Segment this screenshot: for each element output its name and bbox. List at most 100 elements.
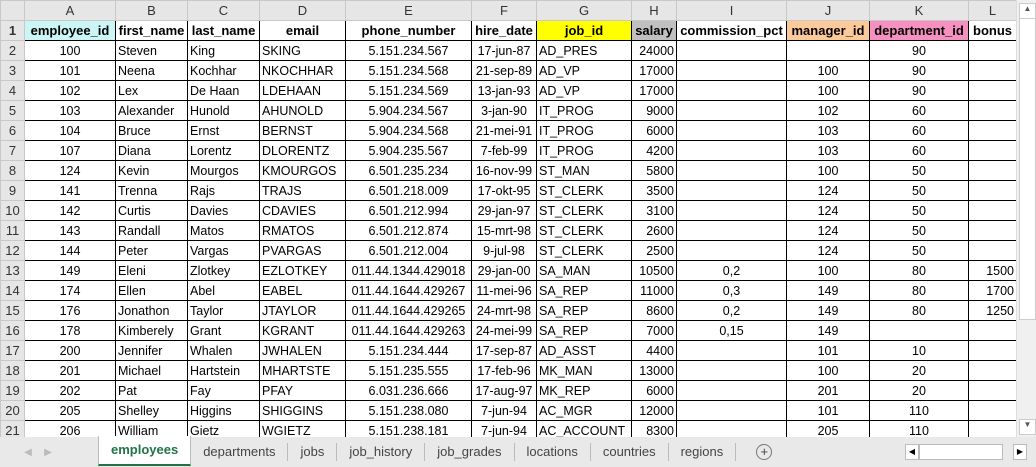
sheet-tab-countries[interactable]: countries: [591, 443, 669, 461]
cell-salary[interactable]: 13000: [631, 360, 677, 381]
cell-job-id[interactable]: AD_VP: [536, 80, 632, 101]
cell-hire-date[interactable]: 17-feb-96: [471, 360, 537, 381]
cell-salary[interactable]: 12000: [631, 400, 677, 421]
cell-bonus[interactable]: [968, 200, 1017, 221]
row-header[interactable]: 16: [0, 320, 25, 341]
cell-employee-id[interactable]: 201: [24, 360, 116, 381]
cell-first-name[interactable]: Peter: [115, 240, 188, 261]
cell-manager-id[interactable]: 102: [786, 100, 870, 121]
cell-employee-id[interactable]: 124: [24, 160, 116, 181]
cell-last-name[interactable]: Higgins: [187, 400, 260, 421]
cell-job-id[interactable]: ST_MAN: [536, 160, 632, 181]
cell-employee-id[interactable]: 107: [24, 140, 116, 161]
cell-bonus[interactable]: [968, 120, 1017, 141]
cell-phone-number[interactable]: 6.031.236.666: [345, 380, 472, 401]
cell-employee-id[interactable]: 202: [24, 380, 116, 401]
cell-hire-date[interactable]: 24-mei-99: [471, 320, 537, 341]
cell-job-id[interactable]: MK_MAN: [536, 360, 632, 381]
cell-job-id[interactable]: IT_PROG: [536, 100, 632, 121]
cell-job-id[interactable]: MK_REP: [536, 380, 632, 401]
cell-manager-id[interactable]: 201: [786, 380, 870, 401]
cell-phone-number[interactable]: 6.501.212.004: [345, 240, 472, 261]
cell-email[interactable]: SHIGGINS: [259, 400, 346, 421]
cell-hire-date[interactable]: 9-jul-98: [471, 240, 537, 261]
cell-last-name[interactable]: Zlotkey: [187, 260, 260, 281]
cell-last-name[interactable]: Abel: [187, 280, 260, 301]
cell-phone-number[interactable]: 5.151.234.444: [345, 340, 472, 361]
cell-hire-date[interactable]: 11-mei-96: [471, 280, 537, 301]
cell-department-id[interactable]: 80: [869, 300, 969, 321]
cell-last-name[interactable]: Matos: [187, 220, 260, 241]
cell-salary[interactable]: 2600: [631, 220, 677, 241]
cell-first-name[interactable]: Trenna: [115, 180, 188, 201]
cell-hire-date[interactable]: 17-aug-97: [471, 380, 537, 401]
cell-bonus[interactable]: [968, 340, 1017, 361]
cell-manager-id[interactable]: 149: [786, 280, 870, 301]
cell-commission-pct[interactable]: [676, 120, 787, 141]
sheet-tab-job-grades[interactable]: job_grades: [425, 443, 515, 461]
cell-email[interactable]: KMOURGOS: [259, 160, 346, 181]
cell-email[interactable]: EABEL: [259, 280, 346, 301]
cell-salary[interactable]: 24000: [631, 40, 677, 61]
cell-commission-pct[interactable]: [676, 340, 787, 361]
column-header-J[interactable]: J: [786, 0, 870, 21]
cell-phone-number[interactable]: 5.904.235.567: [345, 140, 472, 161]
cell-job-id[interactable]: AC_MGR: [536, 400, 632, 421]
header-cell-commission-pct[interactable]: commission_pct: [676, 20, 787, 41]
cell-email[interactable]: BERNST: [259, 120, 346, 141]
cell-phone-number[interactable]: 5.151.234.569: [345, 80, 472, 101]
cell-salary[interactable]: 8300: [631, 420, 677, 441]
cell-hire-date[interactable]: 21-mei-91: [471, 120, 537, 141]
cell-department-id[interactable]: 90: [869, 60, 969, 81]
cell-job-id[interactable]: SA_REP: [536, 300, 632, 321]
cell-hire-date[interactable]: 3-jan-90: [471, 100, 537, 121]
cell-bonus[interactable]: [968, 240, 1017, 261]
sheet-tab-regions[interactable]: regions: [669, 443, 737, 461]
cell-salary[interactable]: 4200: [631, 140, 677, 161]
column-header-F[interactable]: F: [471, 0, 537, 21]
cell-email[interactable]: EZLOTKEY: [259, 260, 346, 281]
cell-employee-id[interactable]: 200: [24, 340, 116, 361]
cell-salary[interactable]: 4400: [631, 340, 677, 361]
select-all-corner[interactable]: [0, 0, 25, 21]
row-header[interactable]: 10: [0, 200, 25, 221]
cell-department-id[interactable]: 20: [869, 380, 969, 401]
cell-hire-date[interactable]: 17-jun-87: [471, 40, 537, 61]
cell-commission-pct[interactable]: [676, 360, 787, 381]
cell-job-id[interactable]: SA_REP: [536, 320, 632, 341]
header-cell-department-id[interactable]: department_id: [869, 20, 969, 41]
cell-employee-id[interactable]: 174: [24, 280, 116, 301]
cell-first-name[interactable]: Shelley: [115, 400, 188, 421]
cell-phone-number[interactable]: 011.44.1644.429263: [345, 320, 472, 341]
cell-employee-id[interactable]: 178: [24, 320, 116, 341]
sheet-tab-jobs[interactable]: jobs: [288, 443, 338, 461]
cell-email[interactable]: TRAJS: [259, 180, 346, 201]
cell-first-name[interactable]: Lex: [115, 80, 188, 101]
prev-sheet-icon[interactable]: ◀: [24, 446, 32, 458]
cell-commission-pct[interactable]: [676, 160, 787, 181]
cell-email[interactable]: DLORENTZ: [259, 140, 346, 161]
cell-hire-date[interactable]: 17-sep-87: [471, 340, 537, 361]
cell-bonus[interactable]: [968, 80, 1017, 101]
cell-department-id[interactable]: 60: [869, 120, 969, 141]
row-header[interactable]: 8: [0, 160, 25, 181]
cell-bonus[interactable]: [968, 160, 1017, 181]
cell-first-name[interactable]: Kimberely: [115, 320, 188, 341]
cell-first-name[interactable]: Jonathon: [115, 300, 188, 321]
cell-commission-pct[interactable]: [676, 60, 787, 81]
cell-hire-date[interactable]: 7-feb-99: [471, 140, 537, 161]
cell-hire-date[interactable]: 21-sep-89: [471, 60, 537, 81]
scroll-left-icon[interactable]: ◀: [905, 444, 919, 460]
cell-hire-date[interactable]: 29-jan-00: [471, 260, 537, 281]
cell-last-name[interactable]: Davies: [187, 200, 260, 221]
spreadsheet-grid[interactable]: A B C D E F G H I J K L 1 employee_id first_name last_n…: [0, 0, 1017, 441]
cell-email[interactable]: RMATOS: [259, 220, 346, 241]
row-header[interactable]: 2: [0, 40, 25, 61]
cell-employee-id[interactable]: 102: [24, 80, 116, 101]
cell-hire-date[interactable]: 16-nov-99: [471, 160, 537, 181]
cell-commission-pct[interactable]: [676, 40, 787, 61]
cell-commission-pct[interactable]: 0,2: [676, 260, 787, 281]
cell-department-id[interactable]: 90: [869, 40, 969, 61]
cell-email[interactable]: SKING: [259, 40, 346, 61]
cell-first-name[interactable]: Michael: [115, 360, 188, 381]
